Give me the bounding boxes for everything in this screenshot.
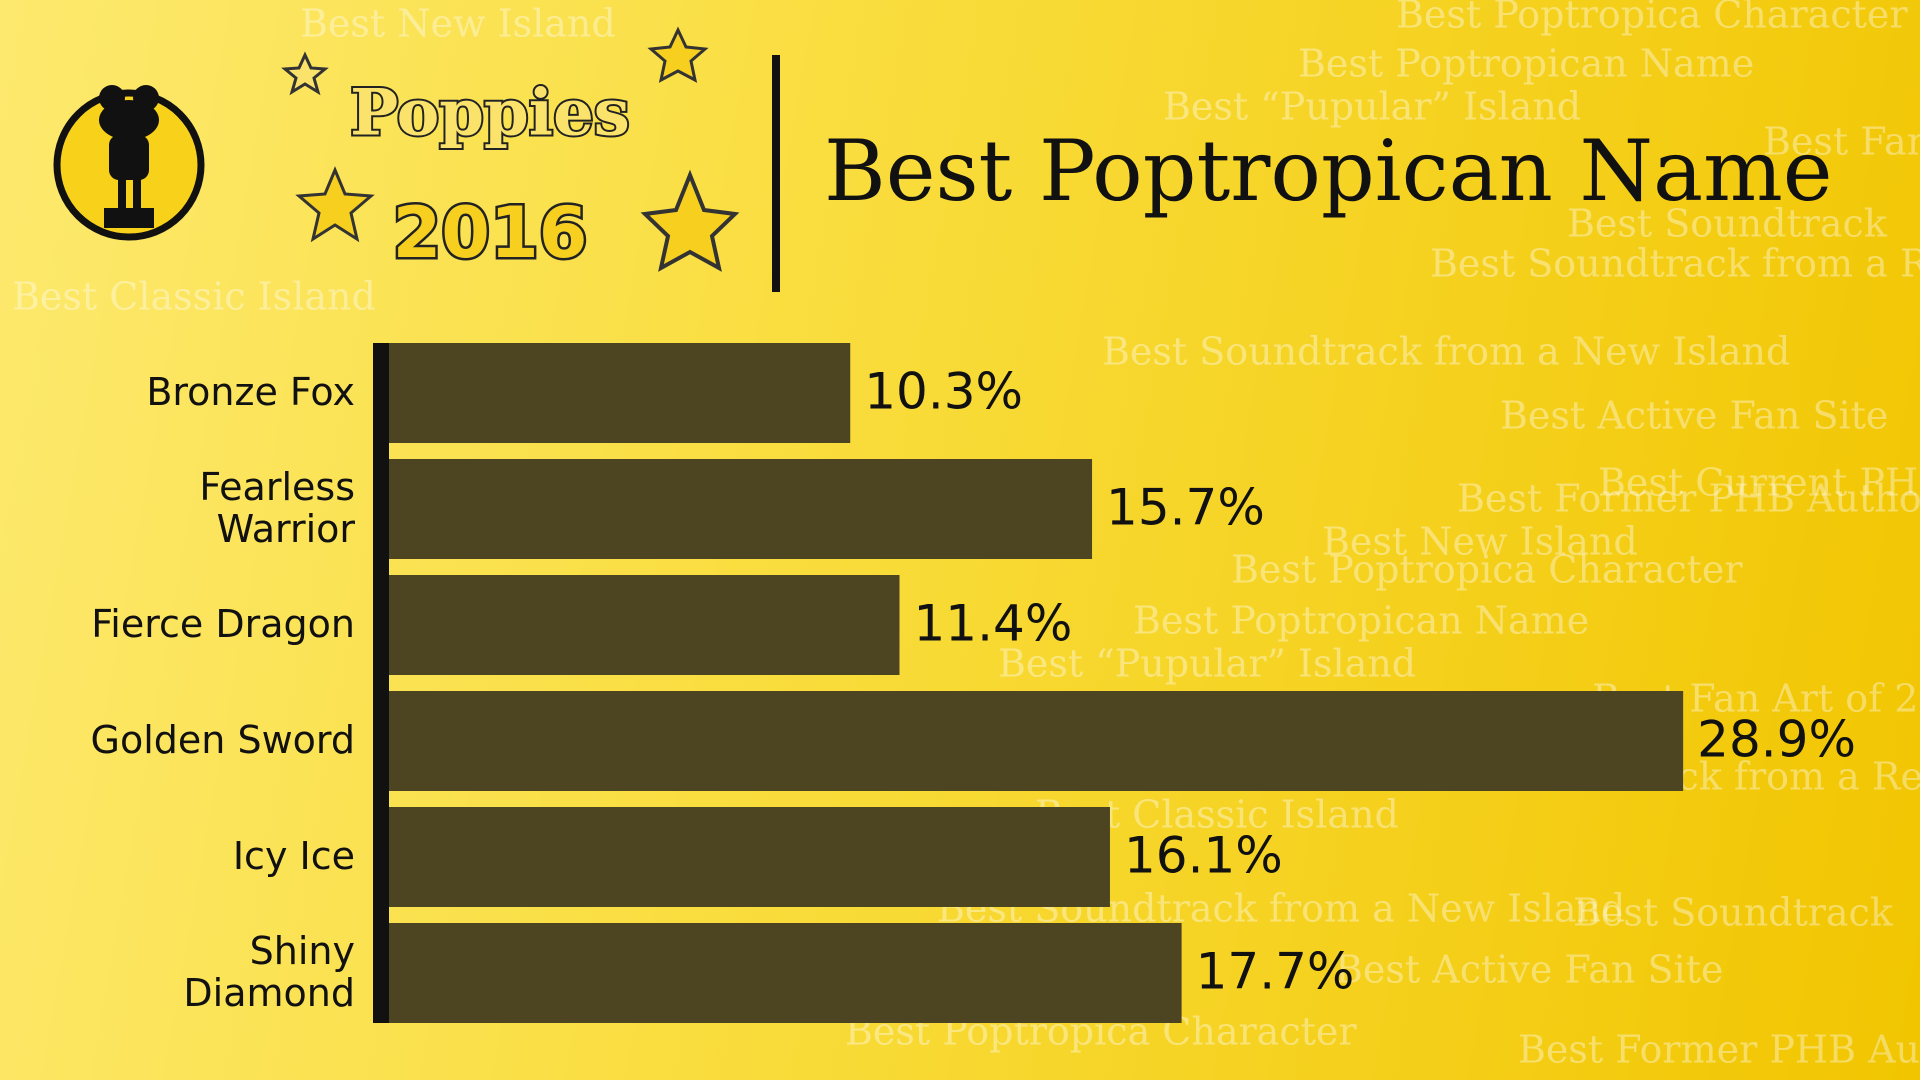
star [295,166,375,243]
star [281,51,329,96]
category-label: Bronze Fox [146,370,355,415]
frog-icon [99,85,159,228]
category-label: Fierce Dragon [91,602,355,647]
background-text: Best Poptropican Name [1298,42,1754,86]
background-text: Best Active Fan Site [1335,948,1723,992]
background-text: Best Soundtrack from a Remade Island [1430,242,1920,286]
background-text: Best Soundtrack from a New Island [1102,330,1790,374]
bar [389,807,1110,907]
background-text: Best Soundtrack [1573,891,1894,935]
bar [389,575,900,675]
background-text: Best Current PHB Author [1598,461,1920,505]
logo-name: Poppies [350,76,630,151]
category-label: Fearless Warrior [199,465,355,551]
background-text: Best “Pupular” Island [998,642,1416,686]
value-label: 28.9% [1697,711,1856,769]
category-label: Icy Ice [232,834,355,879]
logo: Poppies 2016 [53,26,740,277]
background-text: Best Fan [1763,120,1920,164]
chart-title: Best Poptropican Name [824,122,1832,220]
divider [772,55,780,292]
background-text: Best Former PHB Author [1518,1028,1920,1072]
logo-year: 2016 [393,192,588,274]
value-label: 17.7% [1196,943,1355,1001]
background-text: Best Former PHB Author [1457,477,1920,521]
value-label: 11.4% [913,595,1072,653]
background-text: Best Soundtrack [1567,202,1888,246]
value-label: 15.7% [1106,479,1265,537]
background-text: Best Active Fan Site [1500,394,1888,438]
background-text: Best Poptropican Name [1133,599,1589,643]
background-text: Best New Island [300,2,616,46]
background-text: Best Classic Island [12,275,376,319]
bar [389,923,1182,1023]
bar [389,459,1093,559]
background-text: Best Poptropica Character [1231,548,1743,592]
star [640,169,740,272]
background-text: Best Poptropica Character [1396,0,1908,37]
star [647,26,709,83]
axis-line [373,343,389,1023]
value-label: 10.3% [864,363,1023,421]
background-text: Best “Pupular” Island [1163,85,1581,129]
bar [389,691,1684,791]
value-label: 16.1% [1124,827,1283,885]
background-text: Best New Island [1322,520,1638,564]
category-label: Shiny Diamond [183,929,355,1015]
bar [389,343,851,443]
category-label: Golden Sword [90,718,355,763]
